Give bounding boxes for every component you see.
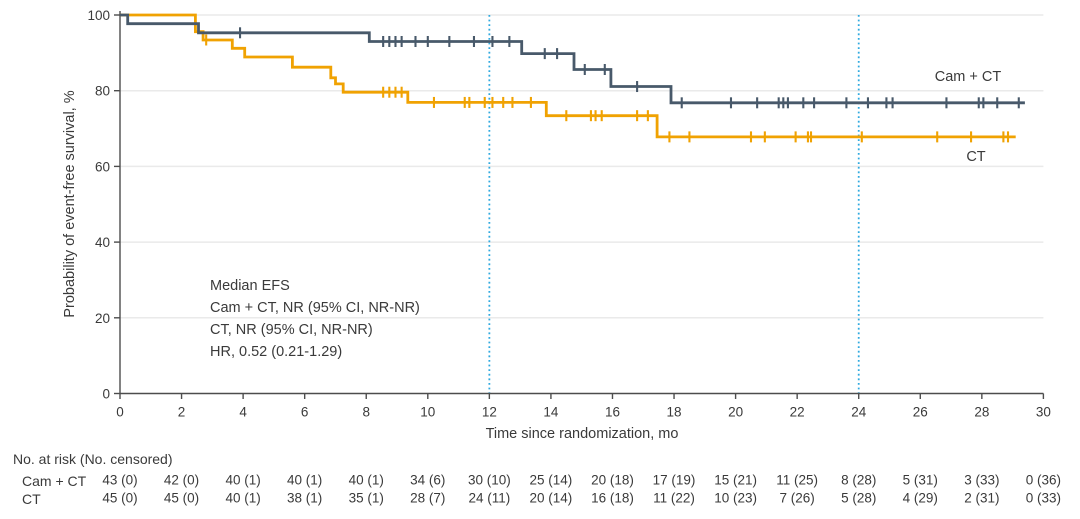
x-tick-label: 10 [420, 405, 435, 420]
x-tick-label: 28 [974, 405, 989, 420]
risk-value-camct: 11 (25) [776, 473, 818, 488]
risk-value-camct: 20 (18) [591, 473, 634, 488]
risk-value-camct: 40 (1) [349, 473, 384, 488]
risk-value-camct: 5 (31) [903, 473, 938, 488]
x-tick-label: 26 [913, 405, 928, 420]
risk-value-camct: 43 (0) [102, 473, 137, 488]
annotation-line-ct: CT, NR (95% CI, NR-NR) [210, 322, 373, 338]
series-path-ct [120, 13, 1016, 139]
risk-value-camct: 40 (1) [225, 473, 260, 488]
risk-value-camct: 0 (36) [1026, 473, 1061, 488]
x-tick-label: 4 [239, 405, 247, 420]
risk-value-ct: 4 (29) [903, 491, 938, 506]
risk-value-ct: 40 (1) [225, 491, 260, 506]
y-tick-label: 100 [87, 8, 110, 23]
y-axis-title: Probability of event-free survival, % [62, 90, 78, 318]
y-tick-label: 60 [95, 159, 110, 174]
series-label-ct: CT [966, 149, 986, 165]
risk-value-camct: 15 (21) [714, 473, 757, 488]
risk-value-camct: 25 (14) [530, 473, 573, 488]
risk-value-camct: 8 (28) [841, 473, 876, 488]
risk-value-ct: 24 (11) [468, 491, 510, 506]
x-tick-label: 18 [667, 405, 682, 420]
risk-value-ct: 16 (18) [591, 491, 634, 506]
x-axis-title: Time since randomization, mo [485, 426, 679, 442]
risk-value-camct: 42 (0) [164, 473, 199, 488]
risk-value-ct: 45 (0) [164, 491, 199, 506]
x-tick-label: 22 [790, 405, 805, 420]
risk-value-ct: 0 (33) [1026, 491, 1061, 506]
risk-value-camct: 17 (19) [653, 473, 696, 488]
median-efs-annotation: Median EFS Cam + CT, NR (95% CI, NR-NR) … [210, 275, 420, 363]
x-tick-label: 2 [178, 405, 186, 420]
y-tick-label: 40 [95, 235, 110, 250]
x-tick-label: 6 [301, 405, 309, 420]
series-label-camct: Cam + CT [934, 69, 1002, 85]
annotation-line-hr: HR, 0.52 (0.21-1.29) [210, 344, 343, 360]
risk-value-camct: 30 (10) [468, 473, 511, 488]
x-tick-label: 12 [482, 405, 497, 420]
y-tick-label: 0 [102, 387, 110, 402]
risk-value-ct: 5 (28) [841, 491, 876, 506]
risk-value-ct: 45 (0) [102, 491, 137, 506]
annotation-line-camct: Cam + CT, NR (95% CI, NR-NR) [210, 300, 420, 316]
annotation-line-median-efs: Median EFS [210, 278, 290, 294]
risk-value-ct: 20 (14) [530, 491, 573, 506]
risk-row-label-camct: Cam + CT [22, 473, 87, 489]
x-tick-label: 20 [728, 405, 743, 420]
risk-table-header: No. at risk (No. censored) [13, 451, 173, 467]
risk-value-camct: 40 (1) [287, 473, 322, 488]
risk-row-label-ct: CT [22, 491, 41, 507]
risk-value-camct: 34 (6) [410, 473, 445, 488]
x-tick-label: 8 [362, 405, 370, 420]
risk-value-ct: 11 (22) [653, 491, 695, 506]
risk-value-ct: 7 (26) [780, 491, 815, 506]
x-tick-label: 14 [543, 405, 559, 420]
x-tick-label: 30 [1036, 405, 1051, 420]
risk-value-ct: 28 (7) [410, 491, 445, 506]
risk-value-ct: 35 (1) [349, 491, 384, 506]
series-path-camct [120, 13, 1025, 105]
risk-value-camct: 3 (33) [964, 473, 999, 488]
risk-value-ct: 38 (1) [287, 491, 322, 506]
risk-value-ct: 2 (31) [964, 491, 999, 506]
y-tick-label: 80 [95, 84, 110, 99]
x-tick-label: 0 [116, 405, 124, 420]
y-tick-label: 20 [95, 311, 110, 326]
x-tick-label: 24 [851, 405, 867, 420]
risk-value-ct: 10 (23) [714, 491, 757, 506]
x-tick-label: 16 [605, 405, 620, 420]
